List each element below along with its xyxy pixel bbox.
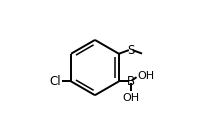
Text: S: S [128,44,135,57]
Text: Cl: Cl [49,75,61,88]
Text: OH: OH [122,93,139,103]
Text: B: B [126,75,135,88]
Text: OH: OH [138,71,155,81]
